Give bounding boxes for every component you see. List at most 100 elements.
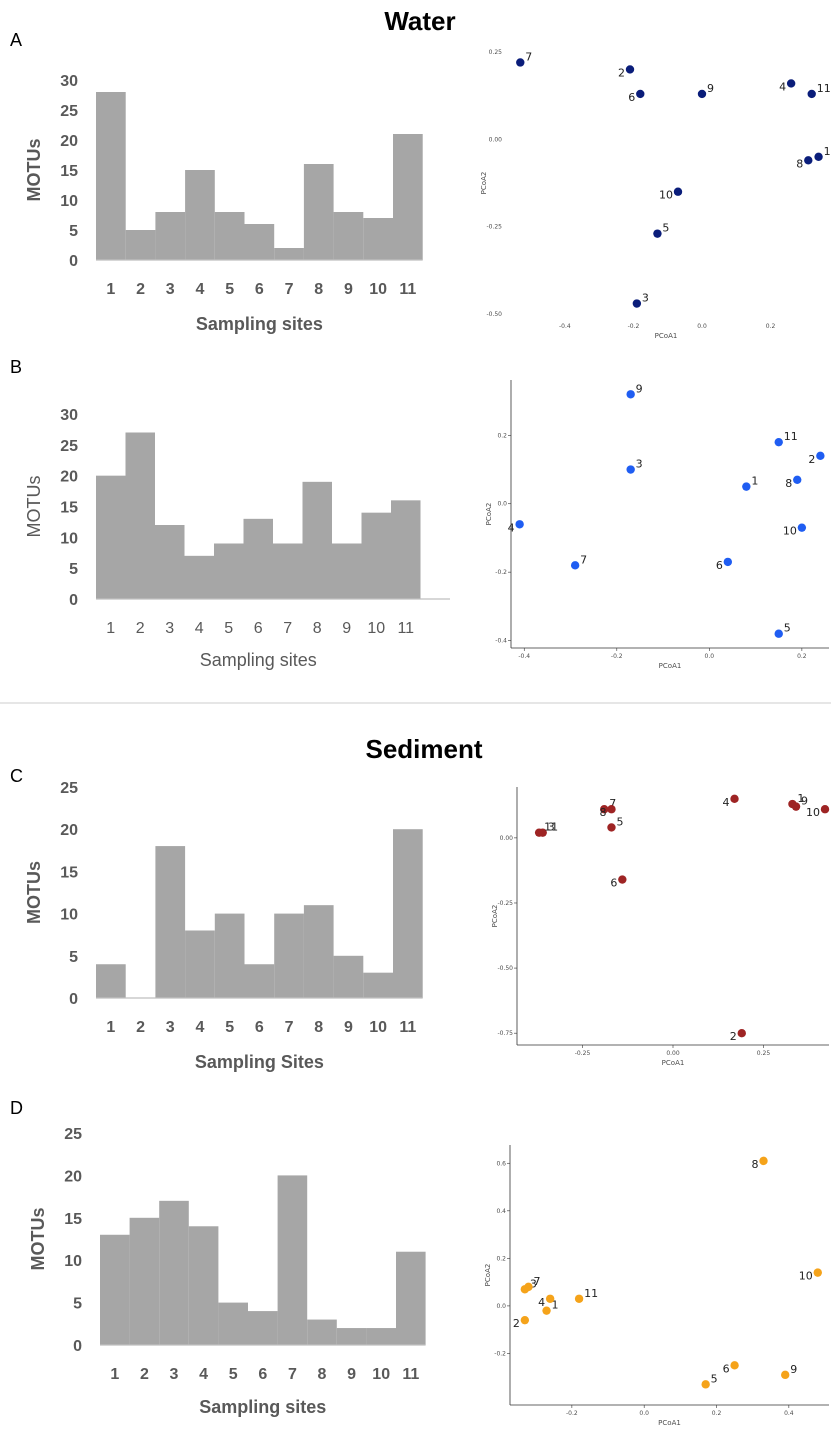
x-tick-label: 7 bbox=[285, 1019, 294, 1036]
y-tick-label: -0.50 bbox=[497, 965, 513, 972]
point-label-4: 4 bbox=[723, 796, 730, 809]
point-label-5: 5 bbox=[662, 222, 669, 235]
x-tick-label: 5 bbox=[225, 281, 234, 298]
bar-site-1 bbox=[96, 92, 126, 260]
y-tick-label: -0.75 bbox=[497, 1030, 513, 1037]
point-site-2 bbox=[737, 1028, 746, 1038]
point-label-9: 9 bbox=[801, 795, 808, 808]
y-tick-label: -0.50 bbox=[486, 311, 502, 318]
x-tick-label: 6 bbox=[254, 620, 263, 637]
bar-site-2 bbox=[125, 230, 156, 260]
y-tick-label: 0 bbox=[73, 1338, 82, 1355]
point-label-10: 10 bbox=[806, 806, 820, 819]
point-site-11 bbox=[574, 1294, 584, 1303]
point-label-3: 3 bbox=[636, 458, 643, 471]
bar-site-1 bbox=[96, 964, 126, 998]
bar-site-6 bbox=[243, 518, 273, 599]
x-axis-title: PCoA1 bbox=[655, 332, 678, 340]
point-site-1 bbox=[814, 152, 823, 161]
bar-site-3 bbox=[155, 212, 186, 260]
pcoa-plot-c: -0.25 0.00 0.25 -0.75 -0.50 -0.25 0.00 PCoA1 PCo… bbox=[491, 787, 830, 1067]
y-tick-label: 5 bbox=[73, 1296, 82, 1313]
point-label-8: 8 bbox=[785, 477, 792, 490]
point-site-6 bbox=[618, 875, 627, 884]
point-label-2: 2 bbox=[618, 66, 625, 79]
point-site-9 bbox=[781, 1370, 790, 1380]
bar-site-9 bbox=[333, 955, 364, 998]
panel-label-d: D bbox=[10, 1098, 23, 1118]
y-tick-label: 10 bbox=[60, 193, 78, 210]
bar-site-7 bbox=[277, 1175, 308, 1345]
x-tick-label: 2 bbox=[136, 620, 145, 637]
y-axis-title: MOTUs bbox=[28, 1208, 48, 1271]
point-label-7: 7 bbox=[533, 1275, 540, 1288]
point-site-5 bbox=[701, 1380, 710, 1389]
bar-site-7 bbox=[274, 248, 304, 260]
point-label-8: 8 bbox=[599, 806, 606, 819]
y-tick-label: 0 bbox=[69, 253, 78, 270]
point-label-4: 4 bbox=[779, 80, 786, 93]
y-tick-label: 5 bbox=[69, 561, 78, 578]
point-site-11 bbox=[807, 89, 816, 99]
y-tick-label: -0.25 bbox=[497, 900, 513, 907]
point-label-1: 1 bbox=[824, 145, 831, 158]
x-tick-label: 0.0 bbox=[639, 1410, 649, 1417]
y-tick-label: 25 bbox=[60, 103, 78, 120]
x-tick-label: 5 bbox=[229, 1366, 238, 1383]
bar-site-6 bbox=[248, 1311, 278, 1345]
x-tick-label: 10 bbox=[367, 620, 385, 637]
x-tick-label: 0.0 bbox=[697, 323, 707, 330]
bar-site-5 bbox=[214, 543, 244, 599]
y-axis-title: PCoA2 bbox=[484, 1264, 492, 1287]
bar-site-1 bbox=[100, 1234, 130, 1345]
bar-site-11 bbox=[396, 1251, 426, 1345]
bar-site-8 bbox=[303, 164, 334, 260]
x-axis-title: PCoA1 bbox=[659, 662, 682, 670]
point-site-2 bbox=[816, 451, 825, 461]
bar-site-5 bbox=[214, 913, 245, 998]
y-tick-label: 0.2 bbox=[497, 432, 507, 439]
point-label-10: 10 bbox=[659, 189, 673, 202]
point-label-2: 2 bbox=[730, 1030, 737, 1043]
bar-site-11 bbox=[391, 500, 421, 599]
point-label-10: 10 bbox=[799, 1270, 813, 1283]
bar-site-10 bbox=[366, 1328, 396, 1345]
point-label-5: 5 bbox=[711, 1372, 718, 1385]
point-site-7 bbox=[600, 805, 609, 814]
y-tick-label: -0.2 bbox=[495, 569, 507, 576]
y-tick-label: 0.25 bbox=[489, 49, 503, 56]
y-tick-label: 20 bbox=[60, 133, 78, 150]
x-tick-label: 2 bbox=[136, 1019, 145, 1036]
bar-site-3 bbox=[155, 846, 186, 998]
point-site-4 bbox=[730, 794, 739, 804]
point-label-5: 5 bbox=[616, 815, 623, 828]
point-site-11 bbox=[774, 437, 783, 447]
bar-site-5 bbox=[218, 1302, 248, 1345]
bar-site-1 bbox=[96, 475, 126, 599]
y-tick-label: 5 bbox=[69, 223, 78, 240]
point-site-7 bbox=[570, 561, 580, 570]
point-label-7: 7 bbox=[525, 50, 532, 63]
point-site-5 bbox=[607, 823, 616, 832]
y-axis-title: MOTUs bbox=[24, 139, 44, 202]
point-site-3 bbox=[632, 299, 642, 308]
y-tick-label: 15 bbox=[64, 1211, 82, 1228]
y-axis-title: PCoA2 bbox=[491, 905, 499, 928]
point-site-6 bbox=[730, 1361, 739, 1370]
x-tick-label: 6 bbox=[258, 1366, 267, 1383]
x-tick-label: 1 bbox=[106, 281, 115, 298]
bar-site-6 bbox=[244, 224, 275, 260]
point-label-11: 11 bbox=[784, 430, 798, 443]
x-tick-label: 0.2 bbox=[797, 653, 807, 660]
water-heading: Water bbox=[384, 6, 455, 36]
y-tick-label: 15 bbox=[60, 500, 78, 517]
bar-site-8 bbox=[302, 481, 332, 599]
y-tick-label: 10 bbox=[60, 907, 78, 924]
point-site-8 bbox=[759, 1156, 768, 1166]
point-site-7 bbox=[516, 58, 525, 67]
bar-site-2 bbox=[129, 1217, 160, 1345]
x-tick-label: -0.2 bbox=[566, 1410, 578, 1417]
point-site-4 bbox=[515, 520, 524, 529]
